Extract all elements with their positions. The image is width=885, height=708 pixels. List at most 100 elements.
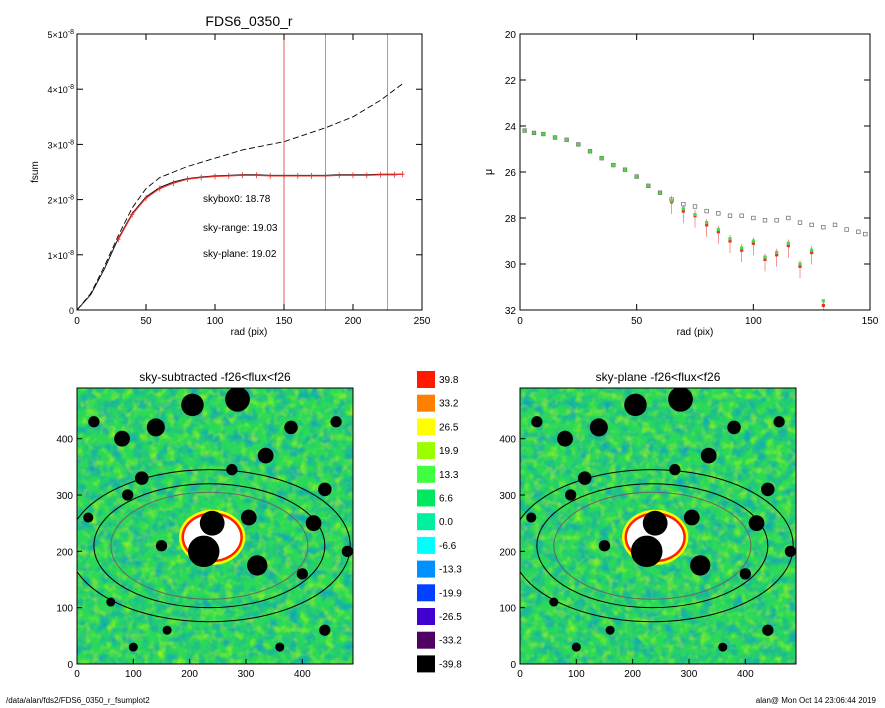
fsum-xtick-label: 200 xyxy=(345,316,362,327)
mu-xtick-label: 100 xyxy=(745,316,762,327)
mu-point xyxy=(600,156,604,160)
sky-plane-aperture-ellipse xyxy=(553,491,752,600)
colorbar-swatch xyxy=(417,442,435,460)
mu-point xyxy=(821,303,825,307)
colorbar-label: -39.8 xyxy=(439,659,462,670)
mu-point xyxy=(635,175,639,179)
mu-xtick-label: 0 xyxy=(517,316,523,327)
sky-plane-mask xyxy=(761,482,775,497)
mu-point xyxy=(681,209,685,213)
mu-ytick-label: 26 xyxy=(505,168,517,179)
mu-xtick-label: 50 xyxy=(631,316,643,327)
mu-point xyxy=(763,257,767,261)
sky-subtracted-title: sky-subtracted -f26<flux<f26 xyxy=(139,370,291,384)
sky-plane-mask xyxy=(773,416,785,428)
fsum-ytick-label: 4×10-8 xyxy=(47,84,74,95)
sky-plane-mask xyxy=(531,416,543,428)
mu-point xyxy=(658,191,662,195)
mu-ytick-label: 22 xyxy=(505,76,517,87)
fsum-ytick-label: 2×10-8 xyxy=(47,195,74,206)
fsum-plot-frame xyxy=(76,33,423,311)
mu-point xyxy=(646,184,650,188)
mu-point xyxy=(532,131,536,135)
mu-point xyxy=(740,248,744,252)
sky-subtracted-mask xyxy=(284,420,298,435)
sky-subtracted-mask xyxy=(128,642,138,652)
sky-subtracted-mask xyxy=(341,545,353,557)
colorbar-swatch xyxy=(417,371,435,388)
mu-point xyxy=(588,149,592,153)
mu-point-open xyxy=(646,183,651,188)
fsum-xtick-label: 150 xyxy=(276,316,293,327)
colorbar-swatch xyxy=(417,608,435,625)
sky-subtracted-mask xyxy=(319,624,331,636)
mu-point-open xyxy=(634,174,639,179)
footer-stamp: alan@ Mon Oct 14 23:06:44 2019 xyxy=(756,696,877,705)
mu-point-open xyxy=(863,231,868,237)
mu-point-open xyxy=(797,220,803,225)
mu-point-open xyxy=(587,149,593,154)
colorbar-label: -33.2 xyxy=(439,636,462,647)
sky-plane-xtick-label: 400 xyxy=(737,669,754,680)
colorbar-label: 19.9 xyxy=(439,446,459,457)
mu-point-open xyxy=(564,137,569,142)
colorbar-swatch xyxy=(417,536,435,554)
colorbar-swatch xyxy=(417,394,435,412)
sky-plane-aperture-ellipse xyxy=(536,483,769,609)
mu-point-open xyxy=(832,222,838,228)
mu-point-open xyxy=(599,156,604,161)
sky-subtracted-aperture-ellipse xyxy=(77,469,351,623)
colorbar-swatch xyxy=(417,655,435,673)
mu-point xyxy=(775,253,779,257)
sky-subtracted-ytick-label: 400 xyxy=(56,435,73,446)
mu-ytick-label: 20 xyxy=(505,30,517,41)
colorbar-swatch xyxy=(417,584,435,602)
sky-subtracted-ytick-label: 0 xyxy=(67,660,73,671)
colorbar-label: 39.8 xyxy=(439,375,459,386)
mu-point xyxy=(565,138,569,142)
sky-plane-ytick-label: 0 xyxy=(510,660,516,671)
fsum-xtick-label: 50 xyxy=(140,316,152,327)
mu-point-open xyxy=(692,204,698,209)
mu-ytick-label: 24 xyxy=(505,122,517,133)
sky-plane-xtick-label: 300 xyxy=(681,669,698,680)
sky-plane-mask xyxy=(549,597,559,607)
mu-point xyxy=(810,248,814,252)
colorbar-label: -26.5 xyxy=(439,612,462,623)
sky-plane-mask xyxy=(571,642,581,652)
sky-plane-mask xyxy=(700,447,717,464)
mu-point xyxy=(751,241,755,245)
mu-point-open xyxy=(844,227,849,232)
sky-subtracted-mask xyxy=(187,535,220,568)
mu-ytick-label: 28 xyxy=(505,214,517,225)
sky-subtracted-xtick-label: 400 xyxy=(294,669,311,680)
mu-xlabel: rad (pix) xyxy=(677,327,714,338)
mu-point-open xyxy=(531,130,537,136)
mu-point xyxy=(576,142,580,146)
colorbar-swatch xyxy=(417,560,435,578)
sky-plane-aperture-ellipse xyxy=(520,469,794,623)
sky-subtracted-mask xyxy=(155,540,168,552)
mu-ytick-label: 30 xyxy=(505,260,517,271)
footer-path: /data/alan/fds2/FDS6_0350_r_fsumplot2 xyxy=(6,696,150,705)
fsum-ylabel: fsum xyxy=(30,161,41,183)
mu-point-open xyxy=(657,190,663,195)
mu-point xyxy=(716,227,720,232)
mu-point xyxy=(740,246,744,250)
sky-plane-mask xyxy=(784,545,796,557)
mu-point-open xyxy=(739,213,744,218)
mu-point xyxy=(763,255,767,259)
mu-panel: 0 50 100 150 20 22 24 26 28 30 32 rad (pix) μ xyxy=(483,30,879,338)
sky-plane-mask xyxy=(526,512,537,523)
colorbar-label: -6.6 xyxy=(439,541,457,552)
mu-point-open xyxy=(751,215,756,221)
mu-point xyxy=(705,221,709,225)
annotation-sky-range: sky-range: 19.03 xyxy=(203,223,278,234)
colorbar-label: 13.3 xyxy=(439,470,459,481)
sky-subtracted-mask xyxy=(83,512,94,523)
sky-plane-ytick-label: 100 xyxy=(499,604,516,615)
sky-plane-mask xyxy=(630,535,663,568)
mu-point-open xyxy=(727,213,733,218)
mu-point xyxy=(810,250,814,255)
sky-subtracted-mask xyxy=(106,597,116,607)
